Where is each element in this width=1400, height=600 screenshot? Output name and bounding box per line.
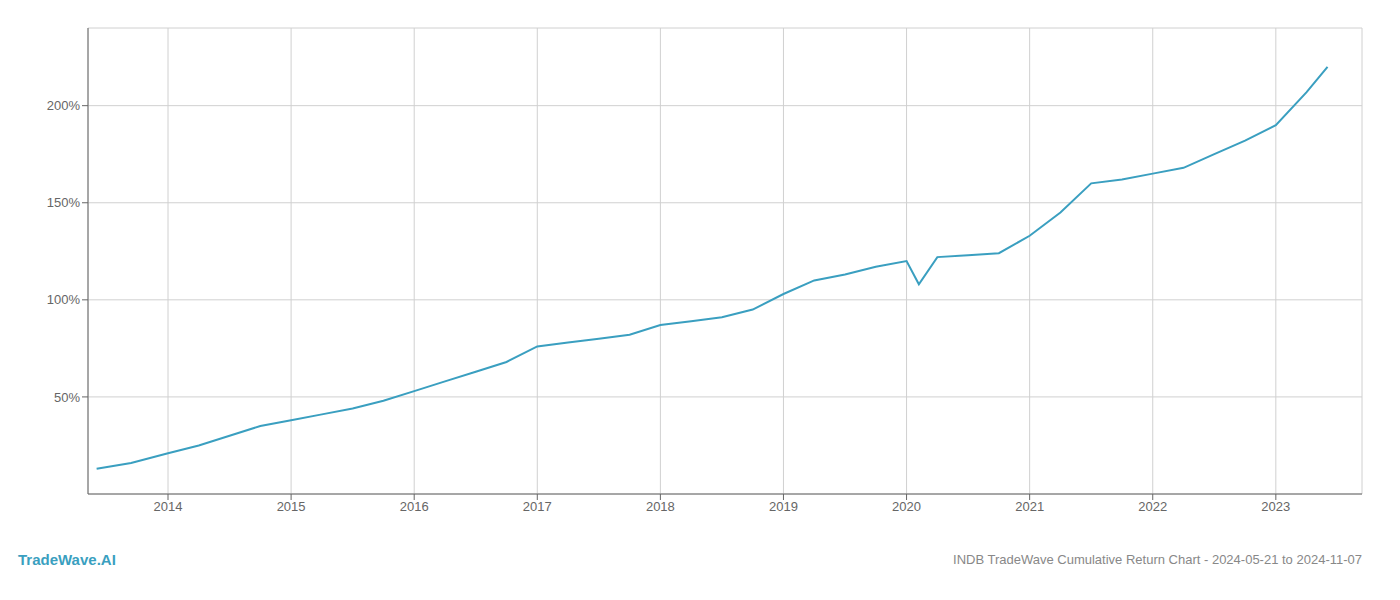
svg-text:200%: 200% [47,98,81,113]
svg-text:2017: 2017 [523,499,552,514]
svg-text:2016: 2016 [400,499,429,514]
svg-text:2022: 2022 [1138,499,1167,514]
html-text:TradeWave.AI: TradeWave.AI [18,550,116,568]
svg-text:150%: 150% [47,195,81,210]
svg-text:2020: 2020 [892,499,921,514]
svg-text:2019: 2019 [769,499,798,514]
svg-text:2018: 2018 [646,499,675,514]
svg-text:2014: 2014 [154,499,183,514]
svg-text:50%: 50% [54,390,80,405]
html-text:INDB TradeWave Cumulative Retu: INDB TradeWave Cumulative Return Chart -… [953,551,1362,567]
svg-text:2015: 2015 [277,499,306,514]
svg-text:100%: 100% [47,292,81,307]
svg-text:2023: 2023 [1261,499,1290,514]
svg-text:2021: 2021 [1015,499,1044,514]
